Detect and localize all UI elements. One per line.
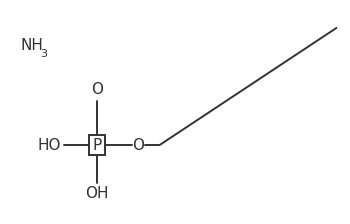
Text: HO: HO (38, 138, 61, 153)
Text: OH: OH (85, 186, 108, 201)
Text: NH: NH (21, 38, 43, 53)
Text: 3: 3 (41, 50, 48, 60)
Text: P: P (92, 138, 102, 153)
Text: O: O (91, 82, 103, 97)
Text: O: O (133, 138, 145, 153)
FancyBboxPatch shape (89, 135, 105, 155)
